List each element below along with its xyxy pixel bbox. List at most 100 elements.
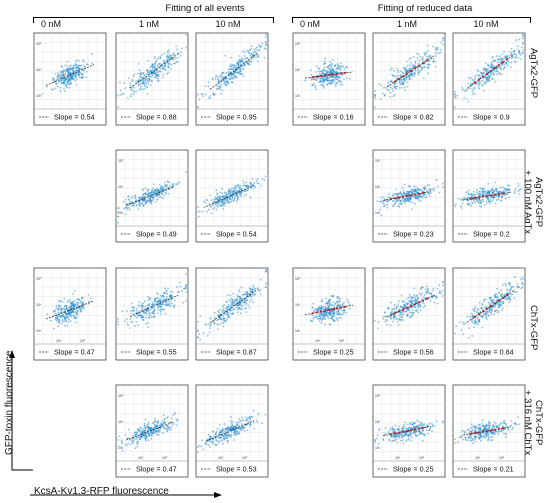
scatter-panel: Slope = 0.2 bbox=[452, 149, 526, 243]
y-tick-label: 10³ bbox=[295, 329, 301, 333]
x-tick-label: 10⁵ bbox=[499, 456, 505, 460]
scatter-points bbox=[117, 273, 187, 329]
scatter-panel: 10⁵ 10⁴ 10³ 10⁴ 10⁵ Slope = 0.25 bbox=[292, 267, 366, 361]
scatter-points bbox=[197, 409, 267, 453]
panel-grid bbox=[373, 268, 445, 344]
y-tick-label: 10³ bbox=[118, 446, 124, 450]
slope-legend: Slope = 0.87 bbox=[216, 348, 257, 357]
y-tick-label: 10³ bbox=[118, 211, 124, 215]
row-label-line: AgTx2-GFP bbox=[533, 177, 544, 228]
slope-legend: Slope = 0.49 bbox=[136, 230, 177, 239]
y-tick-label: 10³ bbox=[36, 94, 42, 98]
slope-legend: Slope = 0.53 bbox=[216, 465, 257, 474]
row-label-line: + 100 nM AgTx bbox=[522, 170, 533, 235]
y-tick-label: 10⁵ bbox=[375, 394, 381, 398]
fit-line bbox=[209, 52, 259, 90]
y-tick-label: 10⁵ bbox=[295, 277, 301, 281]
reduced-points bbox=[393, 297, 429, 315]
scatter-points bbox=[46, 290, 92, 330]
scatter-panel: Slope = 0.54 bbox=[195, 149, 269, 243]
x-tick-label: 10⁵ bbox=[242, 456, 248, 460]
panel-grid bbox=[196, 268, 268, 344]
scatter-panel: 10⁵ 10⁴ 10³ Slope = 0.54 bbox=[33, 32, 107, 126]
axis-arrows bbox=[9, 350, 33, 471]
y-tick-label: 10⁴ bbox=[36, 303, 42, 307]
reduced-points bbox=[473, 58, 509, 84]
panel-grid bbox=[196, 385, 268, 461]
y-tick-label: 10³ bbox=[36, 329, 42, 333]
group-bracket-tick bbox=[530, 17, 531, 23]
scatter-panel: 10⁵ 10⁴ 10³ 10⁴ 10⁵ Slope = 0.47 bbox=[115, 384, 189, 478]
slope-legend: Slope = 0.21 bbox=[473, 465, 514, 474]
scatter-points bbox=[454, 181, 522, 209]
scatter-points bbox=[374, 281, 444, 330]
fit-line bbox=[129, 53, 179, 89]
x-tick-label: 10⁴ bbox=[56, 339, 62, 343]
group-bracket-tick bbox=[273, 17, 274, 23]
slope-legend: Slope = 0.84 bbox=[473, 348, 514, 357]
panel-grid bbox=[453, 33, 525, 109]
x-tick-label: 10⁵ bbox=[162, 456, 168, 460]
reduced-points bbox=[389, 426, 425, 436]
panel-grid bbox=[373, 150, 445, 226]
group-title-all-events: Fitting of all events bbox=[165, 3, 245, 14]
slope-legend: Slope = 0.47 bbox=[136, 465, 177, 474]
panel-grid bbox=[116, 268, 188, 344]
scatter-panel: Slope = 0.95 bbox=[195, 32, 269, 126]
fit-line bbox=[125, 421, 175, 441]
slope-legend: Slope = 0.54 bbox=[54, 113, 95, 122]
y-tick-label: 10⁴ bbox=[375, 185, 381, 189]
slope-legend: Slope = 0.56 bbox=[393, 348, 434, 357]
y-tick-label: 10⁴ bbox=[118, 420, 124, 424]
scatter-panel: Slope = 0.9 bbox=[452, 32, 526, 126]
y-tick-label: 10⁵ bbox=[295, 42, 301, 46]
slope-legend: Slope = 0.16 bbox=[313, 113, 354, 122]
scatter-points bbox=[117, 412, 179, 452]
group-bracket-all-events bbox=[33, 17, 273, 18]
scatter-points bbox=[309, 294, 351, 326]
y-axis-label: GFP-toxin fluorescence bbox=[4, 350, 15, 456]
slope-legend: Slope = 0.25 bbox=[313, 348, 354, 357]
scatter-panel: Slope = 0.88 bbox=[115, 32, 189, 126]
scatter-panel: Slope = 0.84 bbox=[452, 267, 526, 361]
scatter-points bbox=[374, 36, 444, 108]
y-tick-label: 10⁴ bbox=[36, 68, 42, 72]
column-label: 0 nM bbox=[299, 19, 320, 29]
row-label: AgTx2-GFP bbox=[528, 48, 539, 98]
scatter-panel: Slope = 0.55 bbox=[115, 267, 189, 361]
scatter-panel: Slope = 0.82 bbox=[372, 32, 446, 126]
scatter-panel: Slope = 0.87 bbox=[195, 267, 269, 361]
scatter-points bbox=[117, 171, 187, 224]
group-bracket-tick bbox=[33, 17, 34, 23]
slope-legend: Slope = 0.9 bbox=[473, 113, 510, 122]
reduced-points bbox=[469, 427, 505, 435]
scatter-points bbox=[41, 53, 94, 95]
column-label: 1 nM bbox=[396, 19, 417, 29]
group-title-reduced-data: Fitting of reduced data bbox=[377, 3, 473, 14]
y-tick-label: 10⁵ bbox=[118, 394, 124, 398]
reduced-points bbox=[311, 71, 347, 79]
column-label: 10 nM bbox=[473, 19, 499, 29]
scatter-points bbox=[197, 175, 267, 218]
scatter-panel: 10⁴ 10⁵ Slope = 0.53 bbox=[195, 384, 269, 478]
slope-legend: Slope = 0.55 bbox=[136, 348, 177, 357]
column-label: 1 nM bbox=[138, 19, 159, 29]
group-bracket-tick bbox=[292, 17, 293, 23]
row-label-line: + 316 nM ChTx bbox=[522, 390, 533, 456]
scatter-panel: 10⁵ 10⁴ 10³ 10⁴ 10⁵ Slope = 0.47 bbox=[33, 267, 107, 361]
x-tick-label: 10⁴ bbox=[475, 456, 481, 460]
fit-line bbox=[125, 186, 175, 206]
y-tick-label: 10³ bbox=[375, 446, 381, 450]
slope-legend: Slope = 0.47 bbox=[54, 348, 95, 357]
x-axis-arrow bbox=[30, 492, 222, 498]
row-label-line: ChTx-GFP bbox=[528, 305, 539, 351]
y-tick-label: 10⁵ bbox=[375, 159, 381, 163]
row-label: AgTx2-GFP + 100 nM AgTx bbox=[522, 170, 544, 234]
scatter-points bbox=[197, 34, 267, 108]
scatter-panel: 10⁵ 10⁴ 10³ Slope = 0.16 bbox=[292, 32, 366, 126]
scatter-points bbox=[117, 34, 187, 108]
column-label: 0 nM bbox=[40, 19, 61, 29]
slope-legend: Slope = 0.95 bbox=[216, 113, 257, 122]
x-tick-label: 10⁴ bbox=[138, 456, 144, 460]
scatter-points bbox=[454, 34, 524, 108]
